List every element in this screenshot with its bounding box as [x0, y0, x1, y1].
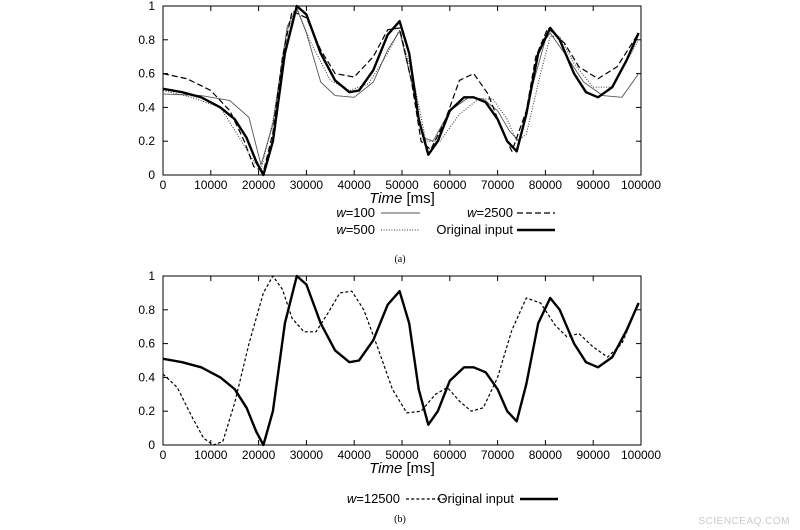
- x-tick-label: 0: [160, 448, 167, 462]
- y-tick-label: 0.8: [138, 303, 155, 317]
- y-tick-label: 0: [148, 438, 155, 452]
- x-axis-title-main: Time: [369, 460, 402, 477]
- series-line-0: [163, 275, 640, 446]
- y-tick-label: 0.6: [138, 337, 155, 351]
- x-tick-label: 30000: [290, 178, 324, 192]
- x-tick-label: 80000: [529, 178, 563, 192]
- legend-label-var: w: [336, 205, 347, 220]
- legend-label-var: w: [347, 491, 358, 506]
- watermark: SCIENCEAQ.COM: [698, 516, 790, 527]
- series-line-0: [163, 7, 639, 166]
- chart-b: 0 10000 20000 30000 40000 50000 60000 70000 8000…: [138, 269, 661, 525]
- legend-label-text: Original input: [436, 222, 513, 237]
- x-axis-title-unit: [ms]: [402, 190, 435, 207]
- legend-label: Original input: [437, 491, 514, 506]
- x-tick-label: 20000: [242, 178, 276, 192]
- y-tick-label: 0.2: [138, 404, 155, 418]
- x-tick-label: 90000: [577, 448, 611, 462]
- x-tick-label: 50000: [385, 178, 419, 192]
- legend-label: Original input: [436, 222, 513, 237]
- x-tick-label: 30000: [290, 448, 324, 462]
- legend-label: w=2500: [467, 205, 513, 220]
- x-tick-label: 90000: [577, 178, 611, 192]
- x-tick-label: 40000: [338, 448, 372, 462]
- series-line-1: [163, 274, 640, 447]
- legend-label-var: w: [336, 222, 347, 237]
- legend-label: w=12500: [347, 491, 400, 506]
- x-tick-label: 40000: [338, 178, 372, 192]
- y-tick-label: 0.2: [138, 134, 155, 148]
- x-axis-title: Time [ms]: [369, 190, 435, 207]
- y-tick-label: 1: [148, 0, 155, 13]
- legend-label-text: =500: [346, 222, 375, 237]
- y-tick-label: 0.4: [138, 370, 155, 384]
- figure-caption: (b): [394, 514, 406, 525]
- legend-label-text: =2500: [476, 205, 513, 220]
- x-tick-label: 70000: [481, 448, 515, 462]
- legend-label: w=100: [336, 205, 375, 220]
- x-tick-label: 100000: [621, 178, 661, 192]
- legend-label-text: =12500: [356, 491, 400, 506]
- y-tick-label: 0: [148, 168, 155, 182]
- x-axis-title-unit: [ms]: [402, 460, 435, 477]
- x-tick-label: 0: [160, 178, 167, 192]
- y-tick-label: 0.4: [138, 100, 155, 114]
- y-tick-label: 1: [148, 269, 155, 283]
- series-line-3: [163, 4, 640, 177]
- x-tick-label: 20000: [242, 448, 276, 462]
- legend-label-text: =100: [346, 205, 375, 220]
- legend-label-var: w: [467, 205, 478, 220]
- x-tick-label: 10000: [194, 178, 228, 192]
- series-line-2: [163, 10, 640, 173]
- chart-a: 0 10000 20000 30000 40000 50000 60000 70000 8000…: [138, 0, 661, 265]
- y-tick-label: 0.6: [138, 67, 155, 81]
- y-tick-label: 0.8: [138, 33, 155, 47]
- figure-caption: (a): [394, 254, 405, 265]
- x-tick-label: 100000: [621, 448, 661, 462]
- x-tick-label: 60000: [433, 178, 467, 192]
- x-tick-label: 10000: [194, 448, 228, 462]
- x-tick-label: 60000: [433, 448, 467, 462]
- x-axis-title-main: Time: [369, 190, 402, 207]
- x-axis-title: Time [ms]: [369, 460, 435, 477]
- legend-label-text: Original input: [437, 491, 514, 506]
- x-tick-label: 70000: [481, 178, 515, 192]
- x-tick-label: 50000: [385, 448, 419, 462]
- x-tick-label: 80000: [529, 448, 563, 462]
- legend-label: w=500: [336, 222, 375, 237]
